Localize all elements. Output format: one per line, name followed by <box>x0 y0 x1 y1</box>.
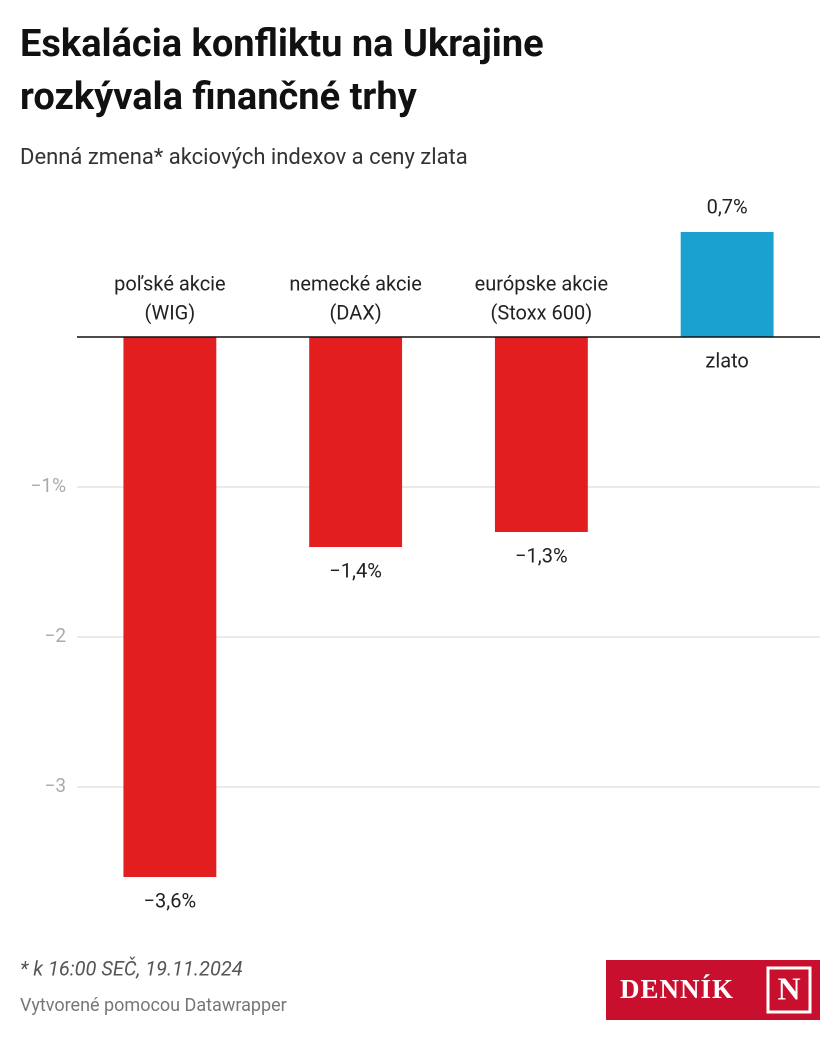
x-tick-label: (WIG) <box>144 300 195 324</box>
y-tick-label: −2 <box>44 624 66 647</box>
y-tick-label: −3 <box>44 774 66 797</box>
y-tick-label: −1% <box>31 474 67 497</box>
credit: Vytvorené pomocou Datawrapper <box>20 995 287 1016</box>
logo-frame <box>766 966 812 1014</box>
value-label: −1,3% <box>515 543 568 567</box>
x-tick-label: nemecké akcie <box>289 271 422 295</box>
x-tick-label: poľské akcie <box>114 271 226 295</box>
bar <box>123 337 217 877</box>
bar <box>309 337 403 547</box>
x-tick-label: (DAX) <box>329 300 381 324</box>
logo-letter: N <box>777 970 800 1006</box>
logo-box <box>606 960 820 1020</box>
x-tick-label: (Stoxx 600) <box>490 300 592 324</box>
footnote: * k 16:00 SEČ, 19.11.2024 <box>20 956 243 980</box>
value-label: −1,4% <box>329 558 382 582</box>
value-label: 0,7% <box>707 194 748 218</box>
chart-title: rozkývala finančné trhy <box>20 75 418 119</box>
bar <box>680 232 774 337</box>
logo-text: DENNÍK <box>620 974 734 1004</box>
chart-subtitle: Denná zmena* akciových indexov a ceny zl… <box>20 145 468 170</box>
chart-title: Eskalácia konfliktu na Ukrajine <box>20 22 544 66</box>
x-tick-label: zlato <box>705 348 748 372</box>
x-tick-label: európske akcie <box>475 271 608 295</box>
bar <box>494 337 588 532</box>
value-label: −3,6% <box>144 888 197 912</box>
